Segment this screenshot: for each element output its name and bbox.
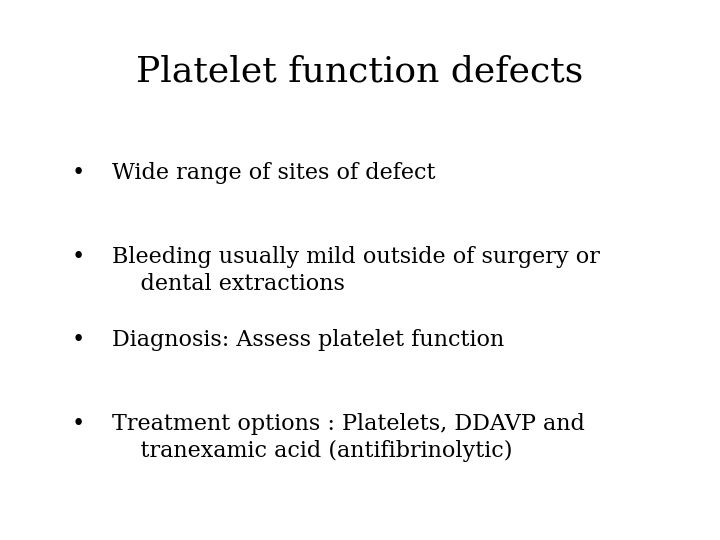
Text: •: •	[72, 246, 85, 268]
Text: •: •	[72, 329, 85, 352]
Text: Diagnosis: Assess platelet function: Diagnosis: Assess platelet function	[112, 329, 504, 352]
Text: Platelet function defects: Platelet function defects	[136, 54, 584, 88]
Text: Bleeding usually mild outside of surgery or
    dental extractions: Bleeding usually mild outside of surgery…	[112, 246, 600, 295]
Text: Treatment options : Platelets, DDAVP and
    tranexamic acid (antifibrinolytic): Treatment options : Platelets, DDAVP and…	[112, 413, 585, 462]
Text: •: •	[72, 162, 85, 184]
Text: •: •	[72, 413, 85, 435]
Text: Wide range of sites of defect: Wide range of sites of defect	[112, 162, 435, 184]
